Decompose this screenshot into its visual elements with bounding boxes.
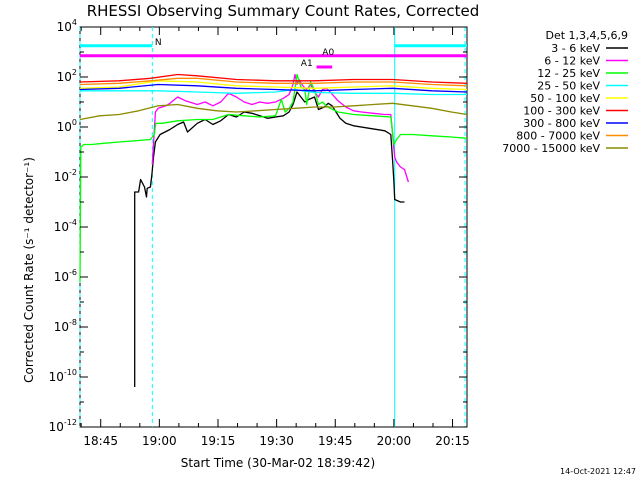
- x-axis-label: Start Time (30-Mar-02 18:39:42): [181, 456, 375, 470]
- y-tick-exponent: -8: [69, 318, 77, 327]
- y-tick-label-2: 100: [57, 118, 77, 134]
- y-tick-exponent: -10: [64, 368, 77, 377]
- y-tick-base: 10: [54, 220, 69, 234]
- state-bar-label-2: A0: [322, 48, 334, 58]
- state-bar-label-0: N: [155, 38, 162, 48]
- legend-label-8: 7000 - 15000 keV: [502, 142, 600, 155]
- y-tick-exponent: 0: [72, 118, 77, 127]
- state-bar-label-3: A1: [301, 59, 313, 69]
- series-line-2: [79, 73, 468, 283]
- legend-title: Det 1,3,4,5,6,9: [545, 29, 628, 42]
- y-tick-exponent: -4: [69, 218, 77, 227]
- legend-label-4: 50 - 100 keV: [530, 92, 600, 105]
- y-tick-label-0: 104: [57, 18, 77, 34]
- y-tick-label-8: 10-12: [49, 418, 77, 434]
- y-tick-base: 10: [54, 320, 69, 334]
- y-tick-label-4: 10-4: [54, 218, 77, 234]
- y-tick-exponent: -2: [69, 168, 77, 177]
- y-tick-label-3: 10-2: [54, 168, 77, 184]
- y-tick-exponent: 4: [72, 18, 77, 27]
- y-tick-label-7: 10-10: [49, 368, 77, 384]
- x-tick-label-4: 19:45: [318, 434, 353, 448]
- x-tick-label-0: 18:45: [83, 434, 118, 448]
- y-tick-base: 10: [57, 70, 72, 84]
- legend-label-1: 6 - 12 keV: [544, 55, 600, 68]
- footer-timestamp: 14-Oct-2021 12:47: [560, 467, 636, 476]
- y-tick-base: 10: [54, 270, 69, 284]
- y-tick-exponent: -6: [69, 268, 77, 277]
- x-tick-label-5: 20:00: [377, 434, 412, 448]
- series-line-7: [79, 77, 468, 87]
- legend-label-2: 12 - 25 keV: [537, 67, 600, 80]
- series-line-0: [134, 91, 405, 387]
- y-tick-label-5: 10-6: [54, 268, 77, 284]
- y-tick-label-1: 102: [57, 68, 77, 84]
- y-tick-base: 10: [57, 20, 72, 34]
- series-line-6: [79, 83, 468, 93]
- y-tick-base: 10: [49, 420, 64, 434]
- x-tick-label-2: 19:15: [201, 434, 236, 448]
- x-tick-labels: 18:45 19:00 19:15 19:30 19:45 20:00 20:15: [83, 434, 469, 448]
- x-tick-label-3: 19:30: [259, 434, 294, 448]
- legend-label-6: 300 - 800 keV: [523, 117, 600, 130]
- series-line-5: [79, 73, 468, 84]
- y-tick-label-6: 10-8: [54, 318, 77, 334]
- legend-label-0: 3 - 6 keV: [551, 42, 600, 55]
- series-line-4: [79, 80, 468, 91]
- x-tick-label-6: 20:15: [435, 434, 470, 448]
- y-axis-label: Corrected Count Rate (s⁻¹ detector⁻¹): [22, 157, 36, 383]
- y-tick-base: 10: [57, 120, 72, 134]
- y-tick-base: 10: [54, 170, 69, 184]
- y-tick-exponent: 2: [72, 68, 77, 77]
- series-line-8: [79, 102, 468, 121]
- series-layer: [79, 73, 468, 387]
- y-tick-base: 10: [49, 370, 64, 384]
- y-tick-exponent: -12: [64, 418, 77, 427]
- x-tick-label-1: 19:00: [142, 434, 177, 448]
- legend-label-7: 800 - 7000 keV: [516, 130, 600, 143]
- legend-label-5: 100 - 300 keV: [523, 105, 600, 118]
- series-line-3: [80, 88, 467, 96]
- state-bars: N A0 A1: [80, 38, 467, 69]
- chart-title: RHESSI Observing Summary Count Rates, Co…: [87, 2, 480, 20]
- axis-ticks: [80, 26, 467, 428]
- legend-label-3: 25 - 50 keV: [537, 80, 600, 93]
